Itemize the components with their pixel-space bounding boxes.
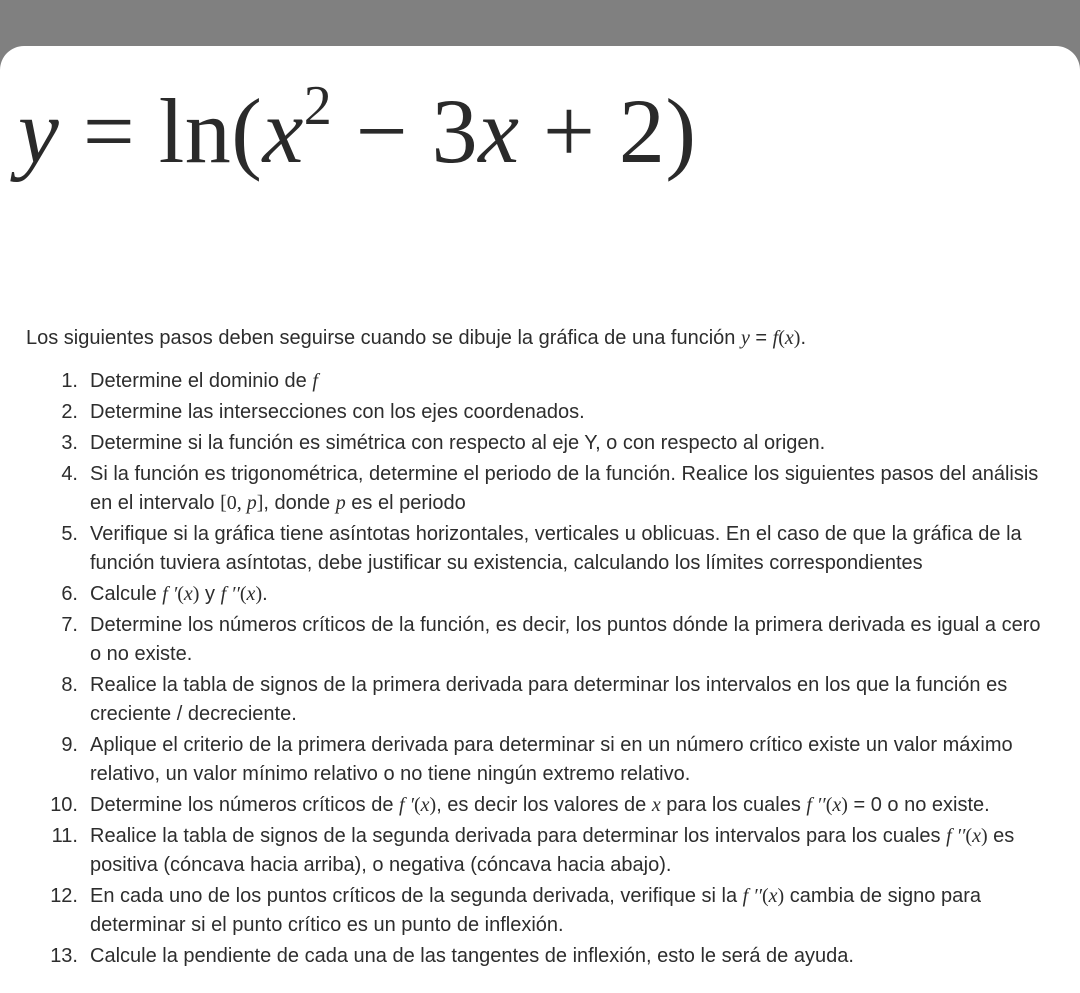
step-text: Calcule	[90, 583, 162, 605]
step-number: 12.	[42, 882, 78, 911]
math-italic: x	[832, 794, 841, 816]
math-italic: p	[247, 492, 257, 514]
step-number: 6.	[42, 580, 78, 609]
intro-prefix: Los siguientes pasos deben seguirse cuan…	[26, 327, 741, 349]
math-italic: x	[769, 885, 778, 907]
step-number: 10.	[42, 791, 78, 820]
math-italic: f ′′	[743, 885, 762, 907]
step-text: para los cuales	[661, 794, 807, 816]
math-italic: x	[184, 583, 193, 605]
step-text: Determine las intersecciones con los eje…	[90, 401, 585, 423]
step-text: Determine los números críticos de la fun…	[90, 614, 1041, 665]
step-text: Determine los números críticos de	[90, 794, 399, 816]
step-text: , donde	[263, 492, 335, 514]
step-number: 13.	[42, 942, 78, 971]
equation-region: y = ln(x2 − 3x + 2)	[0, 46, 1080, 194]
step-text: Determine el dominio de	[90, 370, 312, 392]
math-italic: f ′	[399, 794, 414, 816]
math-roman: [0,	[220, 492, 247, 514]
step-text: Aplique el criterio de la primera deriva…	[90, 734, 1013, 785]
step-number: 8.	[42, 671, 78, 700]
step-item: 5.Verifique si la gráfica tiene asíntota…	[82, 520, 1054, 578]
eq-coef-3: 3	[432, 80, 479, 182]
eq-exp-2: 2	[304, 75, 333, 137]
step-item: 4.Si la función es trigonométrica, deter…	[82, 460, 1054, 518]
step-text: Realice la tabla de signos de la segunda…	[90, 825, 946, 847]
step-item: 8.Realice la tabla de signos de la prime…	[82, 671, 1054, 729]
math-roman: )	[981, 825, 988, 847]
main-equation: y = ln(x2 − 3x + 2)	[18, 78, 1062, 184]
step-number: 1.	[42, 367, 78, 396]
math-italic: f ′	[162, 583, 177, 605]
eq-lhs-y: y	[18, 80, 59, 182]
eq-const-2: 2	[619, 80, 666, 182]
step-number: 4.	[42, 460, 78, 489]
math-roman: (	[762, 885, 769, 907]
step-text: y	[199, 583, 220, 605]
math-italic: f ′′	[221, 583, 240, 605]
step-text: Verifique si la gráfica tiene asíntotas …	[90, 523, 1022, 574]
step-number: 9.	[42, 731, 78, 760]
step-item: 1.Determine el dominio de f	[82, 367, 1054, 396]
browser-top-bar	[0, 0, 1080, 46]
math-roman: (	[177, 583, 184, 605]
eq-minus: −	[332, 80, 431, 182]
step-item: 3.Determine si la función es simétrica c…	[82, 429, 1054, 458]
steps-list: 1.Determine el dominio de f2.Determine l…	[26, 367, 1054, 971]
step-item: 10.Determine los números críticos de f ′…	[82, 791, 1054, 820]
eq-open-paren: (	[231, 80, 262, 182]
step-item: 9.Aplique el criterio de la primera deri…	[82, 731, 1054, 789]
step-text: es el periodo	[346, 492, 466, 514]
intro-eq: =	[750, 327, 773, 349]
step-item: 13.Calcule la pendiente de cada una de l…	[82, 942, 1054, 971]
step-item: 2.Determine las intersecciones con los e…	[82, 398, 1054, 427]
step-item: 6.Calcule f ′(x) y f ′′(x).	[82, 580, 1054, 609]
document-page: y = ln(x2 − 3x + 2) Los siguientes pasos…	[0, 46, 1080, 993]
step-number: 11.	[42, 822, 78, 851]
eq-ln: ln	[159, 80, 232, 182]
intro-open: (	[778, 327, 785, 349]
intro-period: .	[800, 327, 806, 349]
math-italic: x	[421, 794, 430, 816]
step-text: En cada uno de los puntos críticos de la…	[90, 885, 743, 907]
eq-equals: =	[59, 80, 158, 182]
step-number: 3.	[42, 429, 78, 458]
math-italic: x	[972, 825, 981, 847]
step-number: 2.	[42, 398, 78, 427]
instructions-content: Los siguientes pasos deben seguirse cuan…	[0, 324, 1080, 993]
math-italic: x	[652, 794, 661, 816]
step-item: 12.En cada uno de los puntos críticos de…	[82, 882, 1054, 940]
math-roman: )	[841, 794, 848, 816]
step-item: 7.Determine los números críticos de la f…	[82, 611, 1054, 669]
step-text: , es decir los valores de	[436, 794, 652, 816]
math-italic: f	[312, 370, 318, 392]
step-number: 5.	[42, 520, 78, 549]
eq-close-paren: )	[665, 80, 696, 182]
math-roman: (	[240, 583, 247, 605]
intro-paragraph: Los siguientes pasos deben seguirse cuan…	[26, 324, 1054, 353]
eq-x1: x	[262, 80, 303, 182]
eq-x2: x	[478, 80, 519, 182]
math-roman: (	[414, 794, 421, 816]
eq-plus: +	[520, 80, 619, 182]
step-item: 11.Realice la tabla de signos de la segu…	[82, 822, 1054, 880]
step-text: = 0 o no existe.	[848, 794, 990, 816]
intro-x: x	[785, 327, 794, 349]
step-number: 7.	[42, 611, 78, 640]
step-text: Realice la tabla de signos de la primera…	[90, 674, 1007, 725]
step-text: .	[262, 583, 268, 605]
math-italic: p	[336, 492, 346, 514]
step-text: Calcule la pendiente de cada una de las …	[90, 945, 854, 967]
intro-y: y	[741, 327, 750, 349]
step-text: Determine si la función es simétrica con…	[90, 432, 825, 454]
math-italic: f ′′	[946, 825, 965, 847]
math-italic: f ′′	[806, 794, 825, 816]
